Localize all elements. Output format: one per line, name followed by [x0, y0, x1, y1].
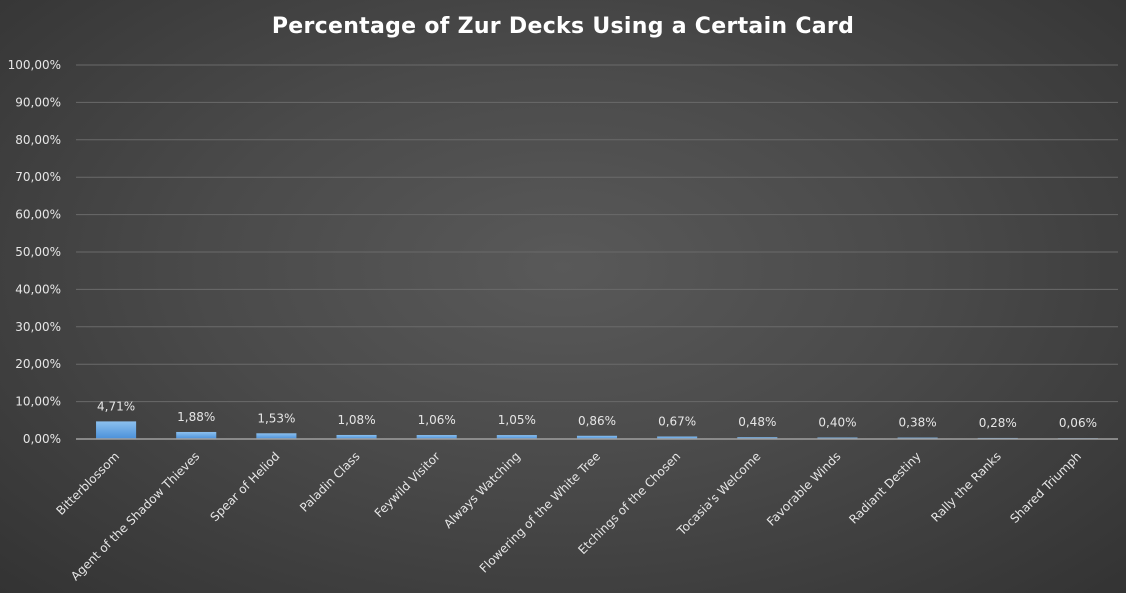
data-label: 1,05% — [498, 413, 536, 427]
category-label: Radiant Destiny — [846, 449, 923, 526]
y-tick-label: 10,00% — [15, 395, 61, 409]
category-label: Favorable Winds — [764, 449, 844, 529]
y-tick-label: 40,00% — [15, 282, 61, 296]
bar — [256, 433, 297, 439]
category-label: Tocasia's Welcome — [674, 449, 764, 539]
grid-lines — [76, 64, 1118, 403]
bar — [496, 435, 537, 439]
y-tick-label: 70,00% — [15, 170, 61, 184]
data-label: 1,08% — [337, 413, 375, 427]
y-tick-label: 60,00% — [15, 208, 61, 222]
data-labels: 4,71% 1,88% 1,53% 1,08% 1,06% 1,05% 0,86% 0,67%… — [97, 399, 1097, 430]
bar — [576, 435, 618, 439]
data-label: 0,67% — [658, 414, 696, 428]
y-tick-label: 20,00% — [15, 357, 61, 371]
bar — [336, 434, 377, 439]
bar — [737, 437, 778, 439]
data-label: 0,06% — [1059, 416, 1097, 430]
bar — [176, 431, 217, 439]
data-label: 1,88% — [177, 410, 215, 424]
bar — [657, 436, 698, 439]
category-label: Spear of Heliod — [207, 449, 282, 524]
y-axis-ticks: 0,00% 10,00% 20,00% 30,00% 40,00% 50,00% 60,00… — [8, 58, 61, 446]
data-label: 4,71% — [97, 399, 135, 413]
category-label: Paladin Class — [297, 449, 363, 515]
data-label: 1,06% — [418, 413, 456, 427]
data-label: 0,28% — [979, 416, 1017, 430]
category-label: Shared Triumph — [1007, 449, 1084, 526]
category-label: Always Watching — [441, 449, 523, 531]
data-label: 1,53% — [257, 411, 295, 425]
data-label: 0,38% — [899, 416, 937, 430]
category-label: Rally the Ranks — [928, 449, 1003, 524]
y-tick-label: 90,00% — [15, 95, 61, 109]
data-label: 0,48% — [738, 415, 776, 429]
y-tick-label: 50,00% — [15, 245, 61, 259]
category-label: Agent of the Shadow Thieves — [68, 449, 202, 583]
category-label: Bitterblossom — [54, 449, 123, 518]
y-tick-label: 0,00% — [23, 432, 61, 446]
y-tick-label: 30,00% — [15, 320, 61, 334]
data-label: 0,40% — [818, 416, 856, 430]
chart-title: Percentage of Zur Decks Using a Certain … — [271, 14, 855, 39]
y-tick-label: 80,00% — [15, 133, 61, 147]
bar — [416, 435, 457, 439]
data-label: 0,86% — [578, 414, 616, 428]
bar — [96, 421, 137, 439]
y-tick-label: 100,00% — [8, 58, 61, 72]
category-label: Feywild Visitor — [372, 449, 443, 520]
